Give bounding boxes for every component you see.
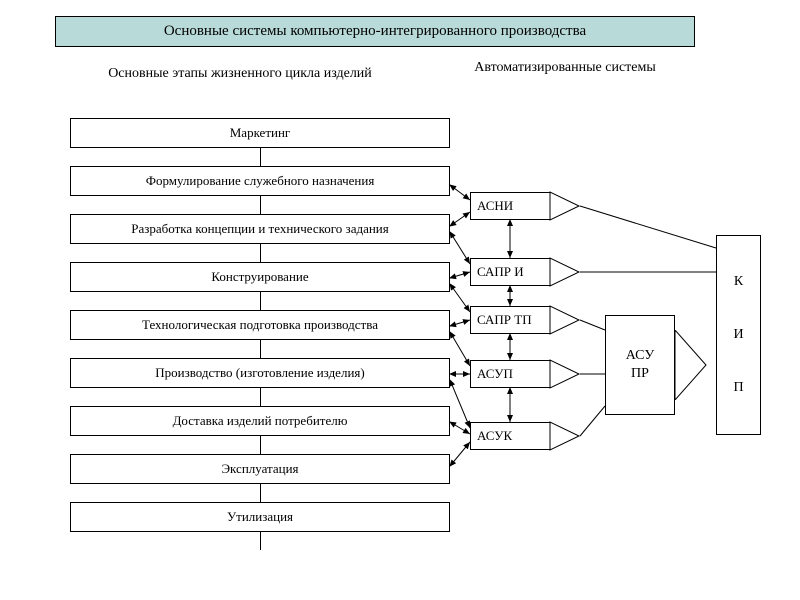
connectors	[0, 0, 800, 600]
